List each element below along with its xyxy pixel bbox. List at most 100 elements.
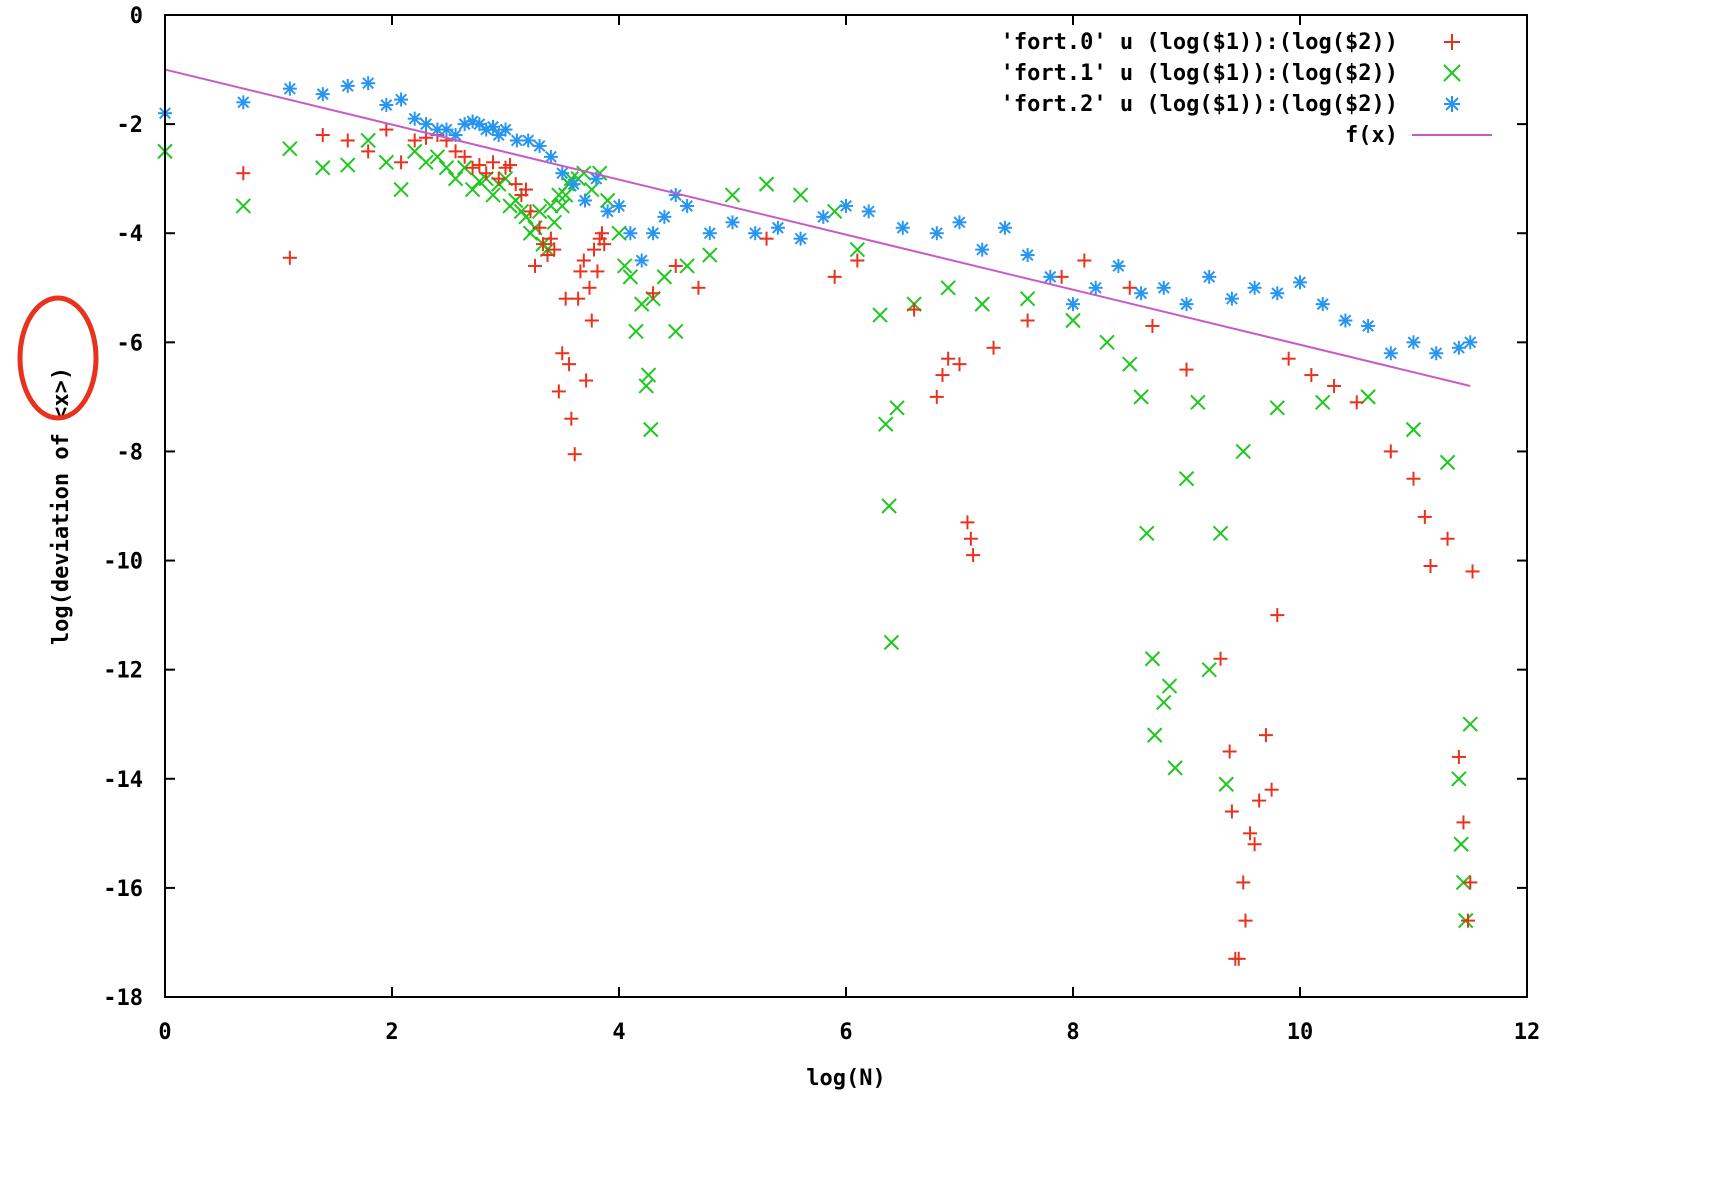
fort1-point (792, 187, 809, 203)
fort0-point (1456, 815, 1471, 830)
fort0-point (1349, 395, 1364, 410)
fort0-point (1258, 728, 1273, 743)
fort1-point (643, 421, 659, 438)
fort0-point (571, 291, 586, 306)
x-tick-label: 6 (839, 1020, 852, 1045)
fort1-point (1201, 661, 1217, 678)
fort0-point (407, 133, 422, 148)
fort1-point (1144, 651, 1161, 667)
fort0-point (827, 269, 842, 284)
fort0-point (479, 166, 494, 181)
fort1-point (1122, 356, 1138, 372)
fort2-point (1134, 286, 1149, 301)
fort1-point (282, 140, 298, 157)
fort0-point (594, 226, 609, 241)
legend-label-fx: f(x) (1345, 123, 1398, 148)
fort2-point (486, 119, 501, 134)
x-tick-label: 0 (158, 1020, 171, 1045)
fort1-point (1133, 389, 1149, 405)
fort2-point (361, 76, 376, 91)
fort1-point (576, 165, 592, 181)
fort2-point (236, 95, 251, 110)
fort2-point (657, 209, 672, 224)
y-axis-label: log(deviation of <x>) (49, 367, 74, 645)
y-tick-label: -2 (117, 113, 144, 138)
fort2-point (1224, 291, 1239, 306)
fort0-point (1213, 651, 1228, 666)
fort0-point (986, 340, 1001, 355)
fort0-point (1243, 826, 1258, 841)
fort0-point (1460, 913, 1475, 928)
fort2-point (702, 226, 717, 241)
fort1-point (1099, 334, 1115, 351)
fort1-point (378, 154, 395, 171)
fort0-point (579, 373, 594, 388)
series-fort2 (158, 76, 1478, 361)
fort2-point (975, 242, 990, 257)
legend: 'fort.0' u (log($1)):(log($2)) 'fort.1' u… (1001, 30, 1492, 148)
fort2-point (1293, 275, 1307, 290)
fort0-point (1451, 749, 1466, 764)
fort0-point (1238, 913, 1253, 928)
ticks-layer: 0 2 4 6 8 10 12 0 -2 -4 -6 -8 -10 -12 -14 -16 -18 (103, 4, 1540, 1045)
fort2-point (1406, 335, 1421, 350)
plot-frame (164, 14, 1528, 998)
fort0-point (1145, 318, 1160, 333)
y-tick-label: 0 (130, 4, 143, 29)
fort0-point (491, 171, 506, 186)
fort2-point (1111, 258, 1126, 273)
fort0-point (448, 144, 463, 159)
fort2-point (770, 220, 785, 235)
fort2-point (997, 220, 1012, 235)
fort1-point (1190, 394, 1206, 411)
fort0-point (1222, 744, 1237, 759)
fort0-point (551, 384, 566, 399)
x-tick-label: 8 (1066, 1020, 1079, 1045)
fort0-point (668, 258, 683, 273)
fort0-point (960, 515, 975, 530)
fort2-point (895, 220, 910, 235)
fort1-point (393, 181, 409, 198)
fort2-point (532, 138, 547, 153)
fort1-point (360, 132, 376, 149)
fort2-point (634, 253, 649, 268)
fort0-point (315, 128, 330, 143)
series-fort1 (157, 132, 1478, 929)
fort0-point (508, 177, 523, 192)
fort1-point (557, 187, 574, 203)
fort2-point (1247, 280, 1262, 295)
legend-swatch-fort2 (1444, 96, 1460, 112)
fort0-point (907, 302, 922, 317)
fort0-point (394, 155, 409, 170)
fort2-point (1270, 286, 1285, 301)
fort2-point (793, 231, 808, 246)
fort0-point (1224, 804, 1239, 819)
fort2-point (1315, 297, 1330, 312)
fort0-point (941, 351, 956, 366)
fort0-point (1020, 313, 1035, 328)
fort0-point (564, 411, 579, 426)
fort1-point (1156, 694, 1172, 711)
fort1-point (543, 198, 559, 214)
fort2-point (1338, 313, 1353, 328)
fort1-point (1439, 454, 1456, 471)
fort0-point (1327, 378, 1342, 393)
fort2-point (1179, 297, 1194, 312)
fort2-point (748, 226, 763, 241)
fort1-point (702, 247, 718, 263)
fort0-point (1465, 564, 1480, 579)
fort0-point (1236, 875, 1251, 890)
fort0-point (457, 149, 472, 164)
fort0-point (361, 144, 376, 159)
fort2-point (646, 226, 661, 241)
y-tick-label: -14 (103, 768, 143, 793)
x-tick-label: 2 (385, 1020, 398, 1045)
fort1-point (447, 170, 464, 187)
fort1-point (1178, 471, 1195, 487)
fort1-point (758, 176, 775, 192)
fort2-point (1451, 340, 1466, 355)
fort1-point (554, 198, 570, 214)
fort1-point (418, 154, 434, 171)
fort1-point (340, 157, 356, 173)
